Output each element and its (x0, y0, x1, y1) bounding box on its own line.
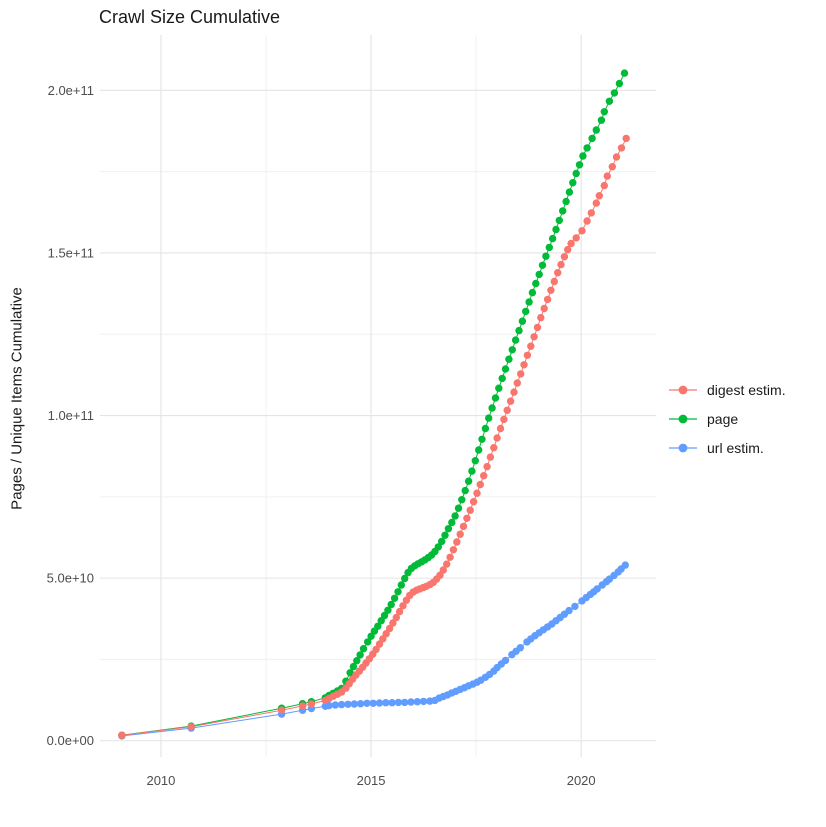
gridlines-major (100, 35, 656, 757)
series-page (118, 69, 629, 739)
y-tick-label: 1.0e+11 (48, 408, 94, 423)
x-tick-label: 2010 (146, 773, 175, 788)
x-tick-label: 2015 (357, 773, 386, 788)
legend-label: digest estim. (707, 382, 786, 398)
legend-item-digest-estim: digest estim. (668, 381, 786, 399)
y-tick-label: 0.0e+00 (47, 733, 94, 748)
legend: digest estim. page url estim. (668, 381, 786, 457)
legend-key-icon (669, 385, 697, 395)
series-digest-estim (118, 134, 630, 739)
y-tick-label: 1.5e+11 (48, 245, 94, 260)
y-tick-label: 5.0e+10 (47, 571, 94, 586)
axis-tick-labels: 0.0e+00 5.0e+10 1.0e+11 1.5e+11 2.0e+11 2010 2… (47, 83, 596, 788)
legend-label: page (707, 411, 739, 427)
x-tick-label: 2020 (567, 773, 596, 788)
y-tick-label: 2.0e+11 (48, 83, 94, 98)
legend-item-page: page (668, 410, 786, 428)
y-axis-title: Pages / Unique Items Cumulative (8, 287, 26, 510)
legend-key-icon (669, 414, 697, 424)
legend-item-url-estim: url estim. (668, 439, 786, 457)
legend-label: url estim. (707, 440, 764, 456)
legend-key-icon (669, 443, 697, 453)
chart-title: Crawl Size Cumulative (99, 7, 281, 27)
series-url-estim (118, 561, 629, 740)
gridlines-minor (100, 35, 656, 757)
